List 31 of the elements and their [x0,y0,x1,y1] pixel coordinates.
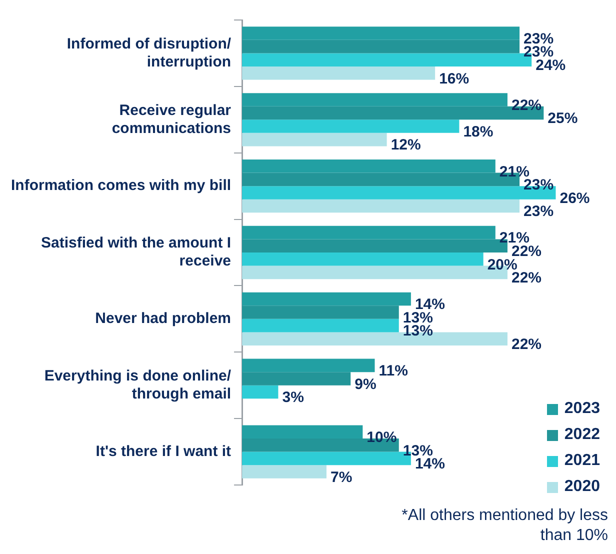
data-label: 16% [439,70,470,88]
data-label: 23% [524,203,554,220]
bar [242,318,399,332]
data-label: 12% [390,136,421,154]
data-label: 3% [282,389,304,406]
y-tick-label: Satisfied with the amount I receive [41,234,232,270]
data-label: 22% [511,336,542,353]
data-label: 25% [548,110,578,128]
y-tick-label: Everything is done online/ through email [44,368,232,402]
legend-label: 2020 [564,478,600,496]
y-tick-label: Never had problem [95,310,232,328]
legend-label: 2021 [564,452,600,470]
y-tick-label: Information comes with my bill [10,177,232,194]
data-label: 11% [378,362,408,380]
data-label: 26% [560,190,590,207]
y-tick-label: It's there if I want it [96,442,232,460]
data-label: 18% [463,123,494,140]
y-tick-label: Informed of disruption/ interruption [66,35,232,70]
bar [242,465,326,478]
bar [242,66,436,80]
text: *All others mentioned by less than 10% [400,506,608,546]
bar [242,199,520,213]
data-label: 9% [354,376,376,393]
bar [242,120,460,133]
y-tick-label: Receive regular communications [112,102,232,137]
legend-label: 2023 [564,400,600,418]
bar [242,252,484,266]
legend-label: 2022 [564,426,600,444]
bar [242,385,278,399]
data-label: 7% [330,468,352,486]
bar [242,132,387,146]
